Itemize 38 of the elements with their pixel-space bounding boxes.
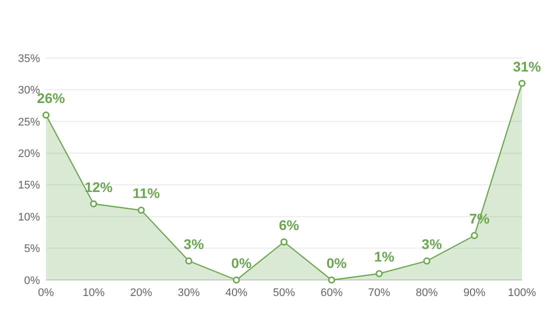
text: 6% [278,216,300,233]
x-tick-label: 30% [178,287,200,299]
point [376,270,383,278]
point [138,206,145,214]
y-tick-label: 20% [18,148,40,160]
y-tick-label: 25% [18,116,40,128]
x-tick-label: 90% [463,287,486,299]
x-tick-label: 50% [272,287,296,299]
point [185,257,192,265]
y-tick-label: 5% [24,243,40,256]
text: 0% [326,255,347,271]
text: 11% [132,185,160,202]
point [423,257,430,265]
text: 12% [84,178,113,195]
y-tick-label: 15% [18,180,40,192]
point [42,112,50,119]
text: 0% [231,255,252,271]
point [90,200,98,208]
y-tick-label: 0% [24,274,40,287]
x-tick-label: 80% [416,287,438,299]
x-tick-label: 20% [130,287,152,299]
y-tick-label: 10% [18,211,40,224]
x-tick-label: 0% [38,287,54,299]
point [232,276,240,284]
point [470,232,478,240]
x-tick-label: 10% [82,287,105,299]
x-tick-label: 70% [368,287,390,299]
text: 3% [422,236,442,252]
text: 1% [374,248,394,265]
x-tick-label: 100% [508,287,536,299]
point [280,238,288,246]
point [328,276,336,284]
y-tick-label: 35% [18,52,40,65]
text: 31% [512,58,542,74]
x-tick-label: 40% [225,287,248,299]
x-tick-label: 60% [320,287,343,299]
text: 3% [184,236,204,252]
point [518,80,526,87]
